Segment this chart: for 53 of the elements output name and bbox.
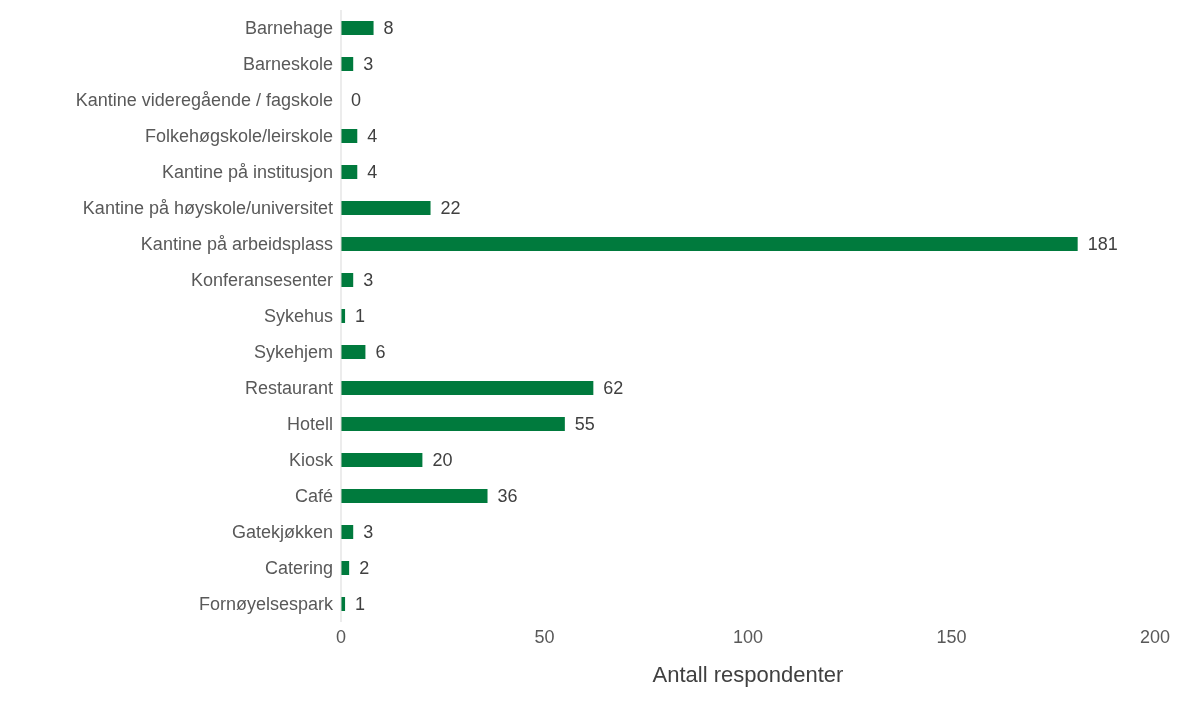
data-label: 3 xyxy=(363,270,374,290)
bar xyxy=(341,165,358,179)
data-label: 4 xyxy=(367,162,378,182)
bar xyxy=(341,237,1078,251)
data-label: 0 xyxy=(351,90,362,110)
y-tick-label: Hotell xyxy=(286,414,333,435)
bar xyxy=(341,453,423,467)
y-tick-label: Gatekjøkken xyxy=(231,522,333,543)
y-tick-label: Sykehus xyxy=(263,306,333,327)
y-tick-label: Kantine videregående / fagskole xyxy=(75,90,333,111)
y-tick-label: Restaurant xyxy=(244,378,333,399)
data-label: 1 xyxy=(355,594,366,614)
y-tick-label: Barneskole xyxy=(242,54,333,75)
data-label: 181 xyxy=(1087,234,1118,254)
bar xyxy=(341,57,354,71)
y-tick-label: Kiosk xyxy=(288,450,334,471)
data-label: 20 xyxy=(432,450,453,470)
x-tick-label: 150 xyxy=(936,626,967,647)
y-tick-label: Folkehøgskole/leirskole xyxy=(144,126,333,147)
data-label: 4 xyxy=(367,126,378,146)
y-tick-label: Kantine på arbeidsplass xyxy=(140,234,333,255)
data-label: 1 xyxy=(355,306,366,326)
y-tick-label: Fornøyelsespark xyxy=(198,594,334,615)
data-label: 3 xyxy=(363,54,374,74)
bar xyxy=(341,21,374,35)
y-tick-label: Kantine på høyskole/universitet xyxy=(82,198,333,219)
data-label: 55 xyxy=(574,414,595,434)
x-tick-label: 200 xyxy=(1139,626,1171,647)
y-tick-label: Catering xyxy=(264,558,333,579)
data-label: 22 xyxy=(440,198,461,218)
y-tick-label: Konferansesenter xyxy=(190,270,333,291)
x-tick-label: 0 xyxy=(335,626,347,647)
data-label: 8 xyxy=(383,18,394,38)
bar xyxy=(341,345,366,359)
x-tick-label: 50 xyxy=(534,626,555,647)
data-label: 6 xyxy=(375,342,386,362)
y-tick-label: Café xyxy=(294,486,333,507)
y-tick-label: Sykehjem xyxy=(253,342,333,363)
bar xyxy=(341,201,431,215)
bar xyxy=(341,273,354,287)
data-label: 3 xyxy=(363,522,374,542)
bar xyxy=(341,417,565,431)
x-axis-title: Antall respondenter xyxy=(652,662,844,687)
x-tick-label: 100 xyxy=(732,626,764,647)
bar xyxy=(341,129,358,143)
bar xyxy=(341,525,354,539)
data-label: 2 xyxy=(359,558,370,578)
bar xyxy=(341,489,488,503)
bar xyxy=(341,381,594,395)
data-label: 62 xyxy=(603,378,624,398)
data-label: 36 xyxy=(497,486,518,506)
y-tick-label: Barnehage xyxy=(244,18,333,39)
y-tick-label: Kantine på institusjon xyxy=(161,162,333,183)
